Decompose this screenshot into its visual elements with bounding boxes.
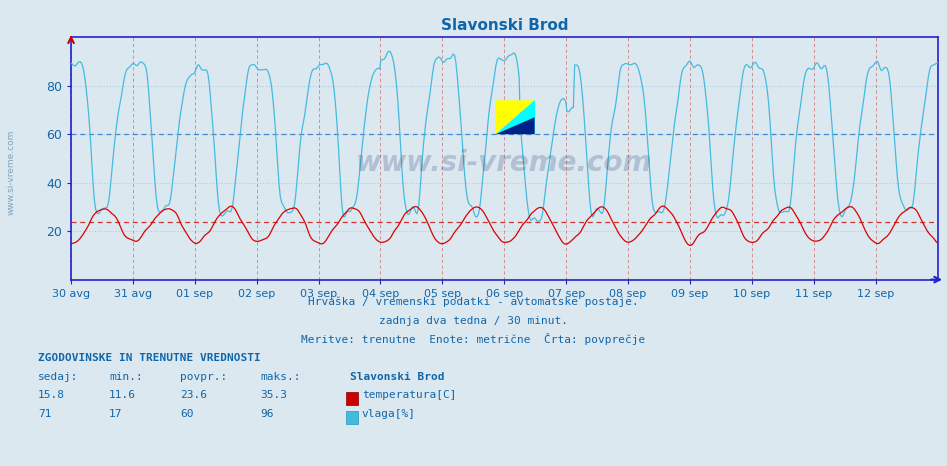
- Polygon shape: [495, 100, 535, 134]
- Text: 60: 60: [180, 409, 193, 419]
- Text: ZGODOVINSKE IN TRENUTNE VREDNOSTI: ZGODOVINSKE IN TRENUTNE VREDNOSTI: [38, 353, 260, 363]
- Text: temperatura[C]: temperatura[C]: [362, 391, 456, 400]
- Text: 71: 71: [38, 409, 51, 419]
- Text: 96: 96: [260, 409, 274, 419]
- Text: maks.:: maks.:: [260, 372, 301, 382]
- Text: Hrvaška / vremenski podatki - avtomatske postaje.: Hrvaška / vremenski podatki - avtomatske…: [308, 297, 639, 307]
- Text: www.si-vreme.com: www.si-vreme.com: [7, 130, 16, 215]
- Text: sedaj:: sedaj:: [38, 372, 79, 382]
- Text: zadnja dva tedna / 30 minut.: zadnja dva tedna / 30 minut.: [379, 316, 568, 326]
- Polygon shape: [495, 117, 535, 134]
- Text: povpr.:: povpr.:: [180, 372, 227, 382]
- Text: 23.6: 23.6: [180, 391, 207, 400]
- Text: 17: 17: [109, 409, 122, 419]
- Text: vlaga[%]: vlaga[%]: [362, 409, 416, 419]
- Text: Slavonski Brod: Slavonski Brod: [350, 372, 445, 382]
- Title: Slavonski Brod: Slavonski Brod: [440, 18, 568, 34]
- Text: 11.6: 11.6: [109, 391, 136, 400]
- Polygon shape: [495, 100, 535, 134]
- Text: Meritve: trenutne  Enote: metrične  Črta: povprečje: Meritve: trenutne Enote: metrične Črta: …: [301, 333, 646, 344]
- Text: 35.3: 35.3: [260, 391, 288, 400]
- Text: 15.8: 15.8: [38, 391, 65, 400]
- Text: min.:: min.:: [109, 372, 143, 382]
- Text: www.si-vreme.com: www.si-vreme.com: [356, 149, 652, 177]
